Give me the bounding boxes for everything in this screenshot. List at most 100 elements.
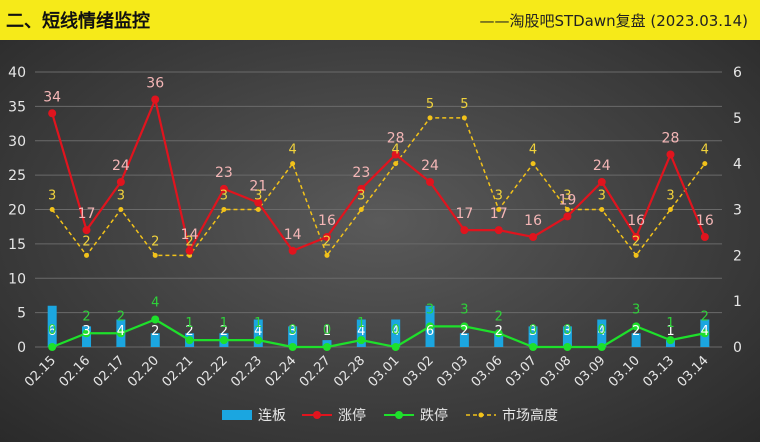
x-tick-label: 03.03 bbox=[434, 353, 471, 390]
data-label-lianban: 2 bbox=[220, 324, 228, 339]
point-height bbox=[118, 207, 124, 212]
bar-lianban bbox=[528, 326, 538, 347]
right-tick-label: 3 bbox=[733, 203, 742, 219]
data-label-height: 3 bbox=[598, 189, 606, 204]
data-label-lianban: 4 bbox=[392, 324, 400, 339]
data-label-limitup: 14 bbox=[181, 227, 199, 243]
bar-lianban bbox=[288, 326, 298, 347]
legend-swatch-bar bbox=[222, 410, 252, 420]
data-label-limitup: 24 bbox=[421, 158, 439, 174]
bar-lianban bbox=[47, 305, 57, 347]
point-limitdown bbox=[357, 336, 366, 345]
data-label-lianban: 3 bbox=[529, 324, 537, 339]
point-height bbox=[496, 207, 502, 212]
data-label-height: 3 bbox=[254, 189, 262, 204]
x-tick-label: 03.08 bbox=[537, 353, 574, 390]
data-label-lianban: 2 bbox=[495, 324, 503, 339]
point-height bbox=[667, 207, 673, 212]
x-tick-label: 02.20 bbox=[125, 353, 162, 390]
data-label-limitdown: 3 bbox=[426, 302, 434, 317]
data-label-limitup: 28 bbox=[662, 131, 680, 147]
bar-lianban bbox=[494, 333, 504, 347]
data-label-lianban: 3 bbox=[288, 324, 296, 339]
data-label-height: 5 bbox=[460, 97, 468, 112]
bar-lianban bbox=[597, 319, 607, 347]
data-label-limitdown: 4 bbox=[151, 296, 159, 311]
point-height bbox=[564, 207, 570, 212]
point-limitdown bbox=[563, 343, 572, 351]
x-tick-label: 03.09 bbox=[572, 353, 609, 390]
x-tick-label: 03.01 bbox=[366, 353, 403, 390]
left-tick-label: 30 bbox=[8, 134, 26, 150]
point-limitup bbox=[700, 233, 709, 241]
data-label-lianban: 4 bbox=[357, 324, 365, 339]
data-label-height: 2 bbox=[151, 234, 159, 249]
data-label-lianban: 2 bbox=[151, 324, 159, 339]
data-label-height: 3 bbox=[117, 189, 125, 204]
data-label-height: 4 bbox=[288, 143, 296, 158]
point-limitdown bbox=[632, 322, 641, 331]
point-limitdown bbox=[185, 336, 194, 345]
point-limitdown bbox=[460, 322, 469, 331]
data-label-limitup: 23 bbox=[215, 165, 233, 181]
data-label-lianban: 1 bbox=[666, 324, 674, 339]
data-label-limitdown: 0 bbox=[598, 323, 606, 338]
data-label-limitup: 17 bbox=[78, 206, 96, 222]
bar-lianban bbox=[356, 319, 366, 347]
right-tick-label: 6 bbox=[733, 65, 742, 81]
left-tick-label: 10 bbox=[8, 271, 26, 287]
point-limitdown bbox=[426, 322, 435, 331]
x-tick-label: 03.14 bbox=[675, 353, 712, 390]
x-tick-label: 02.16 bbox=[56, 353, 93, 390]
point-height bbox=[358, 207, 364, 212]
page-title: 二、短线情绪监控 bbox=[6, 11, 150, 32]
data-label-limitdown: 2 bbox=[701, 309, 709, 324]
data-label-limitdown: 1 bbox=[254, 316, 262, 331]
right-tick-label: 0 bbox=[733, 340, 742, 356]
point-limitdown bbox=[529, 343, 538, 351]
point-height bbox=[461, 115, 467, 121]
bar-lianban bbox=[253, 319, 263, 347]
point-limitup bbox=[632, 233, 641, 241]
x-tick-label: 02.21 bbox=[159, 353, 196, 390]
data-label-lianban: 2 bbox=[632, 324, 640, 339]
point-height bbox=[393, 161, 399, 167]
x-tick-label: 02.24 bbox=[263, 353, 300, 390]
point-limitdown bbox=[151, 315, 160, 324]
data-label-lianban: 6 bbox=[48, 324, 56, 339]
point-limitup bbox=[460, 226, 469, 235]
point-limitup bbox=[322, 233, 331, 241]
data-label-height: 4 bbox=[529, 143, 537, 158]
point-height bbox=[152, 252, 158, 258]
point-height bbox=[702, 161, 708, 167]
data-label-limitdown: 3 bbox=[632, 302, 640, 317]
point-limitup bbox=[116, 178, 125, 186]
right-tick-label: 1 bbox=[733, 294, 742, 310]
series-line-limitdown bbox=[51, 318, 706, 349]
data-label-height: 2 bbox=[185, 234, 193, 249]
data-label-limitdown: 0 bbox=[48, 323, 56, 338]
source-label: ——淘股吧STDawn复盘 (2023.03.14) bbox=[479, 12, 748, 30]
data-label-height: 3 bbox=[220, 189, 228, 204]
x-tick-label: 02.28 bbox=[331, 353, 368, 390]
point-limitup bbox=[597, 178, 606, 186]
bar-lianban bbox=[391, 319, 401, 347]
point-height bbox=[324, 252, 330, 258]
point-limitup bbox=[357, 184, 366, 193]
data-label-limitup: 14 bbox=[284, 227, 302, 243]
data-label-limitdown: 2 bbox=[82, 309, 90, 324]
point-limitdown bbox=[219, 336, 228, 345]
data-label-lianban: 2 bbox=[460, 324, 468, 339]
data-label-limitup: 24 bbox=[112, 158, 130, 174]
data-label-limitdown: 0 bbox=[529, 323, 537, 338]
data-label-limitdown: 1 bbox=[357, 316, 365, 331]
point-limitup bbox=[666, 150, 675, 159]
legend-swatch-marker bbox=[313, 411, 321, 419]
data-label-limitdown: 2 bbox=[495, 309, 503, 324]
chart-svg: 0510152025303540012345602.1502.1602.1702… bbox=[8, 65, 742, 424]
point-limitup bbox=[82, 226, 91, 235]
point-height bbox=[633, 252, 639, 258]
left-tick-label: 0 bbox=[17, 340, 26, 356]
data-label-limitdown: 2 bbox=[117, 309, 125, 324]
point-limitdown bbox=[116, 329, 125, 338]
